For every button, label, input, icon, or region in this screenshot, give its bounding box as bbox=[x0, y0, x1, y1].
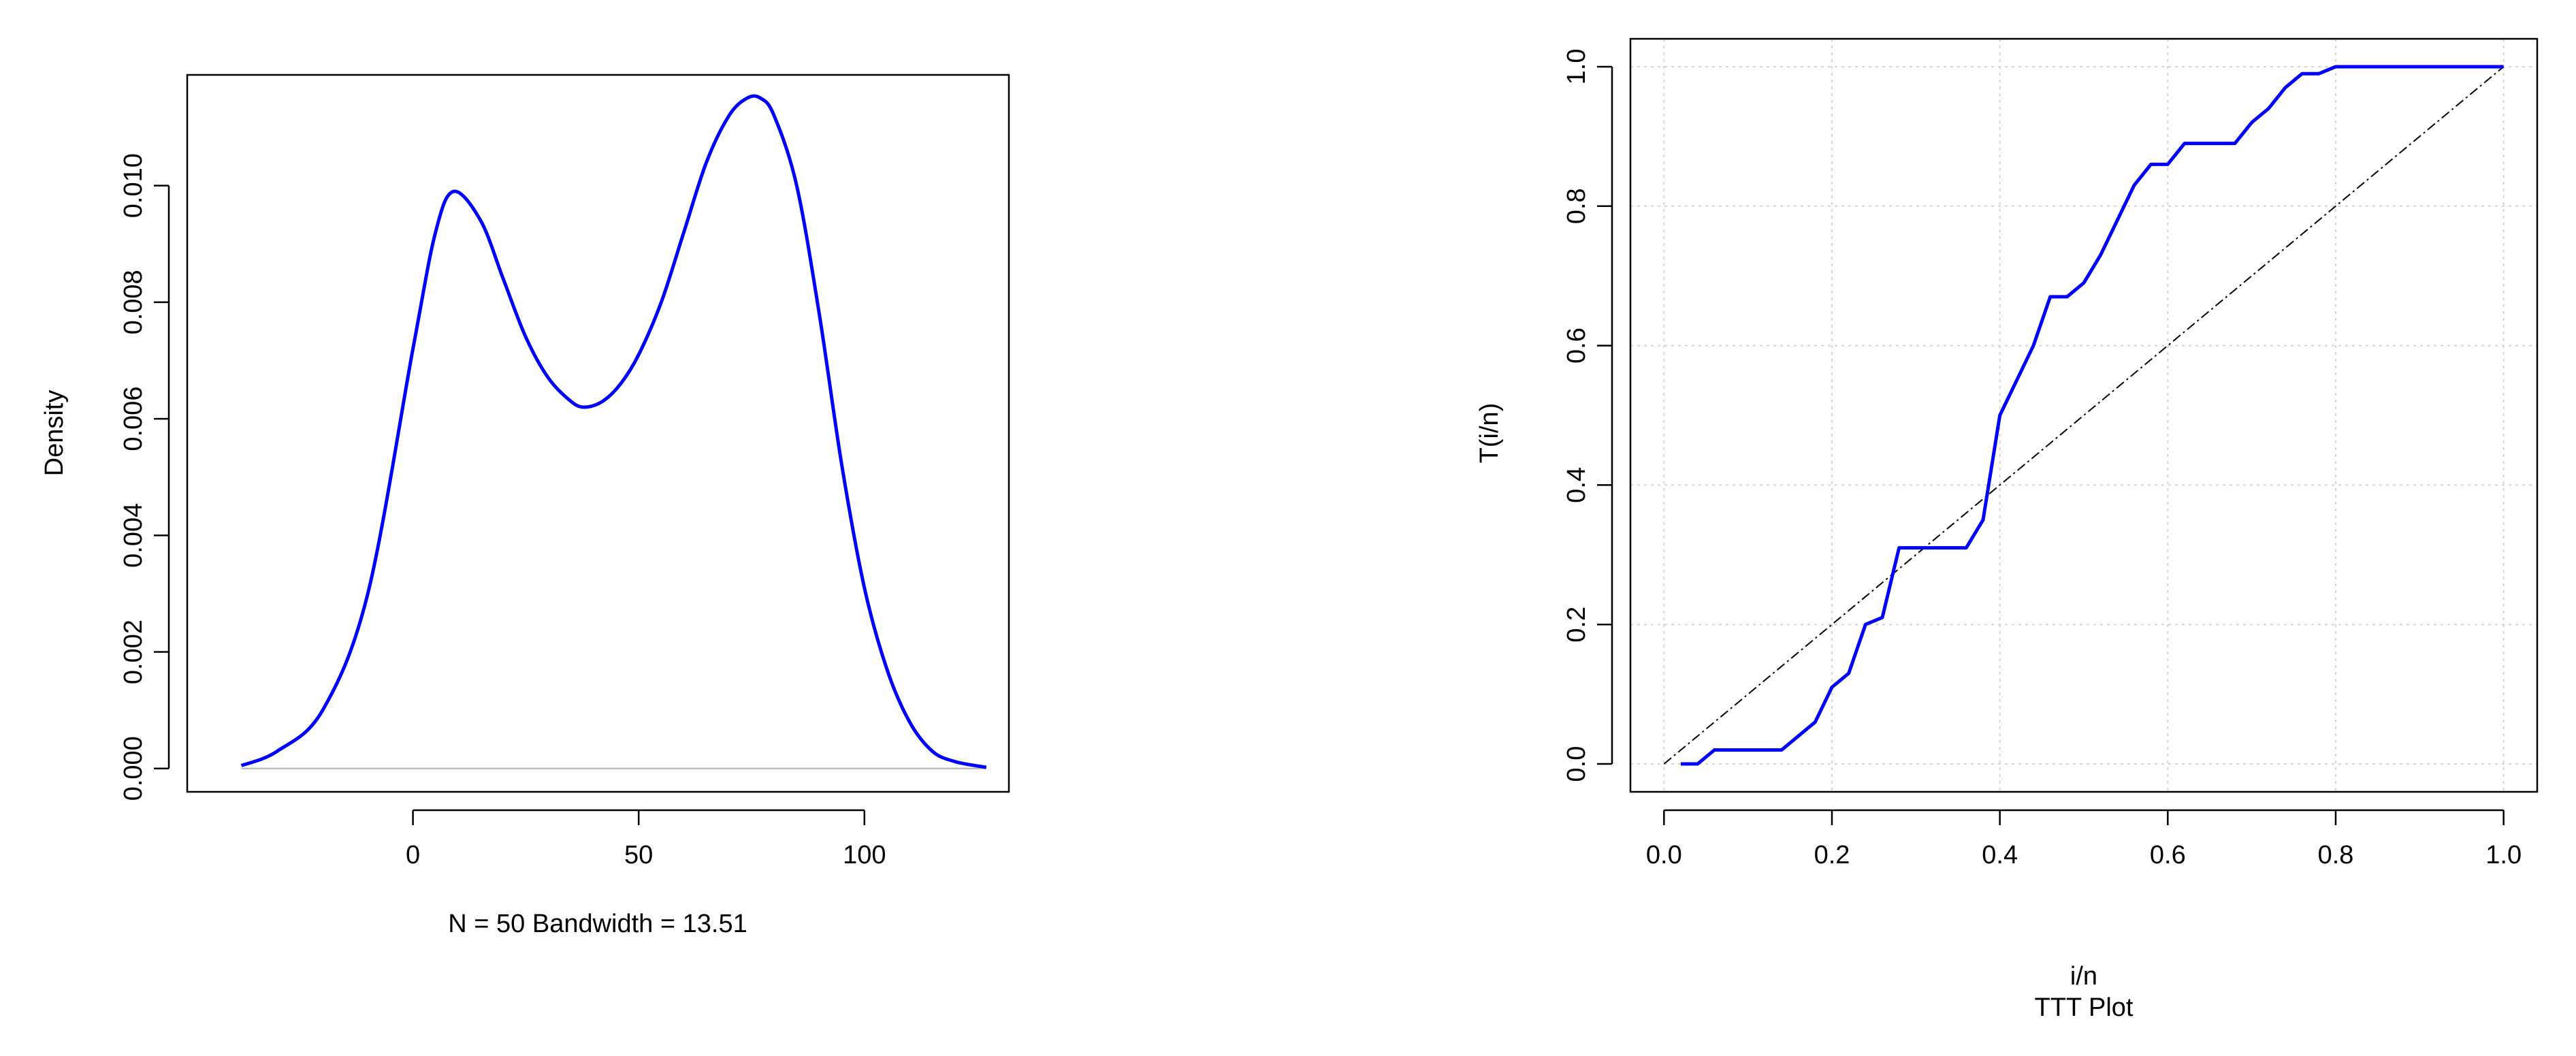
density-curve bbox=[240, 94, 987, 769]
density-y-tick-label: 0.010 bbox=[119, 153, 148, 218]
ttt-y-axis-label: T(i/n) bbox=[1475, 403, 1504, 464]
density-y-axis-label: Density bbox=[40, 390, 69, 477]
ttt-y-tick-label: 0.8 bbox=[1562, 188, 1591, 224]
density-x-tick-label: 0 bbox=[406, 841, 420, 869]
density-y-tick-label: 0.008 bbox=[119, 270, 148, 334]
ttt-y-tick-label: 0.6 bbox=[1562, 327, 1591, 364]
ttt-x-axis-label: i/n bbox=[2070, 962, 2097, 991]
ttt-plot-frame bbox=[1629, 37, 2539, 793]
density-x-axis: 0 50 100 bbox=[406, 809, 886, 869]
ttt-x-tick-label: 0.4 bbox=[1982, 841, 2018, 869]
density-y-tick-label: 0.004 bbox=[119, 503, 148, 568]
ttt-title: TTT Plot bbox=[2035, 993, 2134, 1022]
ttt-curve bbox=[1681, 65, 2504, 766]
ttt-diagonal-line bbox=[1663, 66, 2505, 765]
ttt-x-axis: 0.0 0.2 0.4 0.6 0.8 1.0 bbox=[1646, 809, 2522, 869]
ttt-y-tick-label: 0.2 bbox=[1562, 607, 1591, 643]
density-x-tick-label: 50 bbox=[624, 841, 653, 869]
density-y-axis: 0.000 0.002 0.004 0.006 0.008 0.010 bbox=[119, 153, 170, 801]
ttt-x-tick-label: 1.0 bbox=[2485, 841, 2522, 869]
ttt-y-tick-label: 1.0 bbox=[1562, 49, 1591, 85]
density-plot-frame bbox=[186, 74, 1010, 793]
density-y-tick-label: 0.006 bbox=[119, 387, 148, 451]
ttt-y-tick-label: 0.4 bbox=[1562, 467, 1591, 503]
ttt-y-tick-label: 0.0 bbox=[1562, 746, 1591, 782]
ttt-x-tick-label: 0.6 bbox=[2150, 841, 2186, 869]
density-plot: 0 50 100 0.000 0.002 0.004 0.006 0.008 0.010 N … bbox=[40, 74, 1010, 938]
ttt-plot: 0.0 0.2 0.4 0.6 0.8 1.0 0.0 0.2 0.4 0.6 0.8 1.0 i/… bbox=[1475, 37, 2539, 1022]
ttt-x-tick-label: 0.2 bbox=[1814, 841, 1850, 869]
density-marks bbox=[240, 94, 987, 770]
ttt-x-tick-label: 0.0 bbox=[1646, 841, 1682, 869]
density-y-tick-label: 0.002 bbox=[119, 620, 148, 684]
density-x-tick-label: 100 bbox=[843, 841, 886, 869]
ttt-y-axis: 0.0 0.2 0.4 0.6 0.8 1.0 bbox=[1562, 49, 1613, 782]
density-x-axis-label: N = 50 Bandwidth = 13.51 bbox=[448, 910, 747, 938]
ttt-x-tick-label: 0.8 bbox=[2318, 841, 2354, 869]
ttt-marks bbox=[1663, 65, 2505, 766]
density-y-tick-label: 0.000 bbox=[119, 736, 148, 801]
